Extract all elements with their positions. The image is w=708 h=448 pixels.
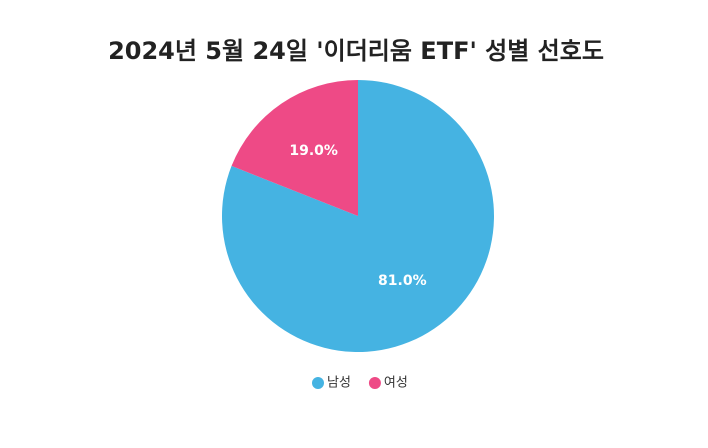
- legend-label: 남성: [327, 376, 351, 391]
- pie-slice: [221, 80, 494, 353]
- chart-title: 2024년 5월 24일 '이더리움 ETF' 성별 선호도: [108, 37, 604, 65]
- legend-label: 여성: [384, 376, 408, 391]
- pie-slice: [231, 80, 358, 216]
- legend-marker: [368, 377, 381, 389]
- slice-label: 19.0%: [289, 143, 338, 159]
- slice-label: 81.0%: [378, 273, 427, 289]
- legend-marker: [312, 377, 324, 389]
